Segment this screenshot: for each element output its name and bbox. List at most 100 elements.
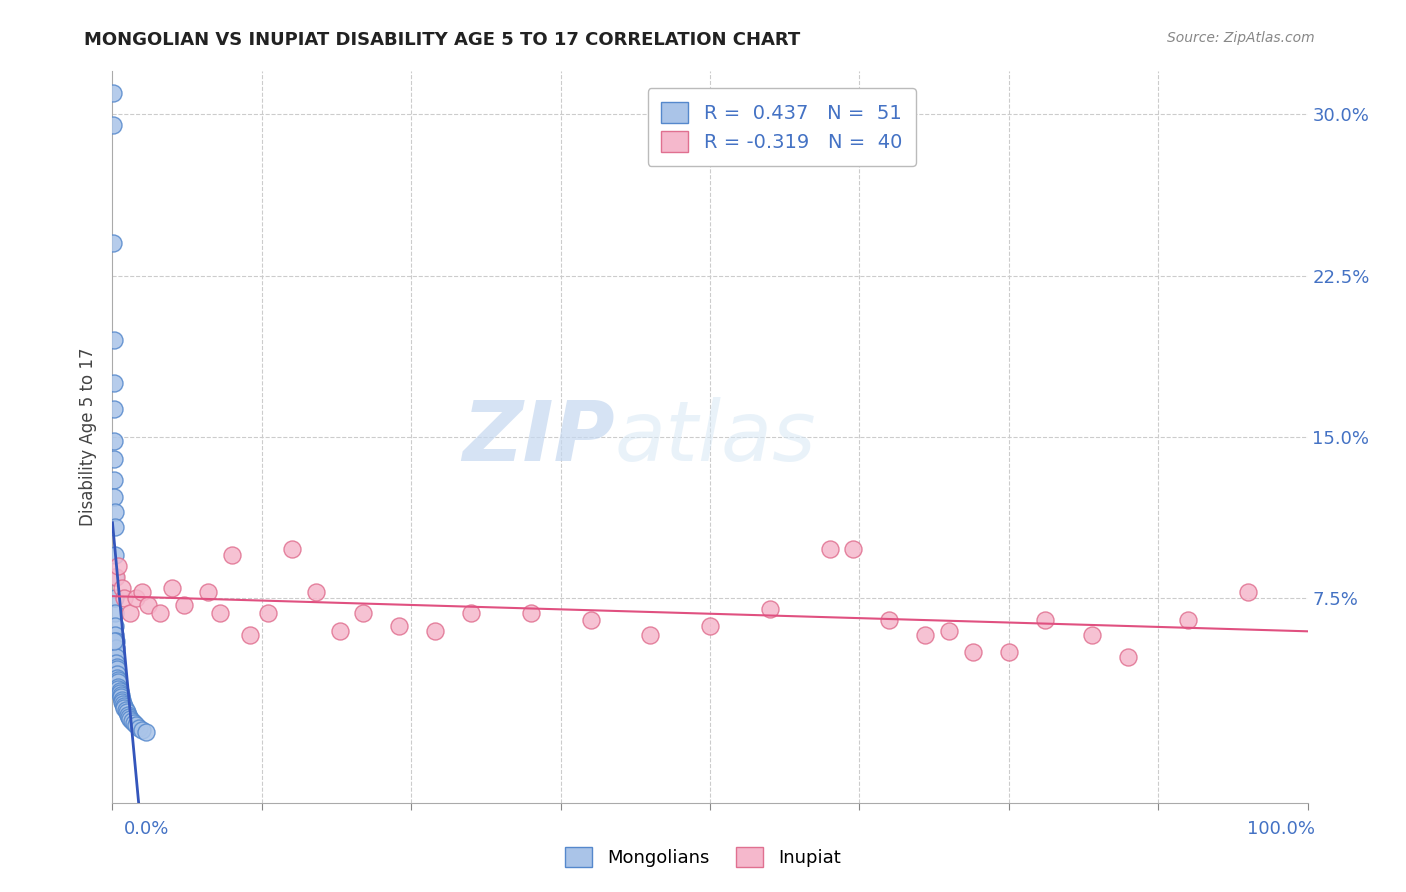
Point <box>105 660 128 674</box>
Point <box>105 656 128 670</box>
Point <box>104 570 127 584</box>
Point <box>107 673 129 688</box>
Point <box>125 591 148 606</box>
Point <box>114 591 135 606</box>
Point <box>107 675 129 690</box>
Point <box>1033 613 1056 627</box>
Point <box>579 613 602 627</box>
Point <box>699 619 721 633</box>
Point <box>111 695 134 709</box>
Point <box>103 434 125 449</box>
Point <box>759 602 782 616</box>
Point <box>962 645 984 659</box>
Legend: Mongolians, Inupiat: Mongolians, Inupiat <box>558 839 848 874</box>
Point <box>103 376 125 391</box>
Text: atlas: atlas <box>614 397 815 477</box>
Point <box>118 710 141 724</box>
Point <box>998 645 1021 659</box>
Point <box>110 690 132 705</box>
Point <box>105 662 128 676</box>
Point <box>1237 585 1260 599</box>
Point <box>388 619 411 633</box>
Point <box>108 684 131 698</box>
Point <box>120 607 142 621</box>
Point <box>104 619 127 633</box>
Point <box>879 613 901 627</box>
Point <box>105 671 128 685</box>
Point <box>114 698 135 713</box>
Point <box>104 607 127 621</box>
Point <box>640 628 662 642</box>
Point <box>818 541 841 556</box>
Point <box>115 706 138 720</box>
Point <box>103 451 125 466</box>
Point <box>173 598 195 612</box>
Point <box>425 624 447 638</box>
Point <box>103 402 125 417</box>
Point <box>107 680 129 694</box>
Point <box>103 333 125 347</box>
Point <box>221 549 243 563</box>
Point <box>128 721 150 735</box>
Text: 0.0%: 0.0% <box>124 820 169 838</box>
Point <box>138 598 160 612</box>
Point <box>842 541 865 556</box>
Point <box>103 473 125 487</box>
Point <box>104 549 127 563</box>
Point <box>460 607 482 621</box>
Point <box>103 86 125 100</box>
Point <box>121 714 143 728</box>
Point <box>125 718 148 732</box>
Point <box>104 628 127 642</box>
Legend: R =  0.437   N =  51, R = -0.319   N =  40: R = 0.437 N = 51, R = -0.319 N = 40 <box>648 88 915 166</box>
Point <box>131 585 153 599</box>
Point <box>162 581 183 595</box>
Point <box>103 236 125 251</box>
Text: ZIP: ZIP <box>461 397 614 477</box>
Point <box>105 570 128 584</box>
Point <box>135 724 157 739</box>
Point <box>101 118 124 132</box>
Point <box>122 716 145 731</box>
Point <box>1177 613 1199 627</box>
Point <box>104 520 127 534</box>
Text: Source: ZipAtlas.com: Source: ZipAtlas.com <box>1167 31 1315 45</box>
Point <box>103 491 125 505</box>
Point <box>1081 628 1104 642</box>
Point <box>105 634 128 648</box>
Point <box>520 607 543 621</box>
Point <box>107 681 129 696</box>
Point <box>111 581 134 595</box>
Text: 100.0%: 100.0% <box>1247 820 1315 838</box>
Point <box>103 634 125 648</box>
Point <box>114 701 135 715</box>
Point <box>103 505 125 519</box>
Point <box>1118 649 1140 664</box>
Point <box>108 686 131 700</box>
Point <box>105 640 128 655</box>
Point <box>281 541 304 556</box>
Point <box>110 688 132 702</box>
Point <box>305 585 328 599</box>
Point <box>111 692 134 706</box>
Text: MONGOLIAN VS INUPIAT DISABILITY AGE 5 TO 17 CORRELATION CHART: MONGOLIAN VS INUPIAT DISABILITY AGE 5 TO… <box>84 31 800 49</box>
Point <box>107 559 129 574</box>
Point <box>329 624 352 638</box>
Point <box>114 703 136 717</box>
Point <box>112 697 135 711</box>
Point <box>104 591 127 606</box>
Point <box>257 607 280 621</box>
Point <box>131 723 153 737</box>
Y-axis label: Disability Age 5 to 17: Disability Age 5 to 17 <box>79 348 97 526</box>
Point <box>197 585 219 599</box>
Point <box>120 712 142 726</box>
Point <box>352 607 374 621</box>
Point <box>105 666 128 681</box>
Point <box>117 707 139 722</box>
Point <box>105 649 128 664</box>
Point <box>938 624 960 638</box>
Point <box>914 628 936 642</box>
Point <box>209 607 232 621</box>
Point <box>149 607 172 621</box>
Point <box>239 628 262 642</box>
